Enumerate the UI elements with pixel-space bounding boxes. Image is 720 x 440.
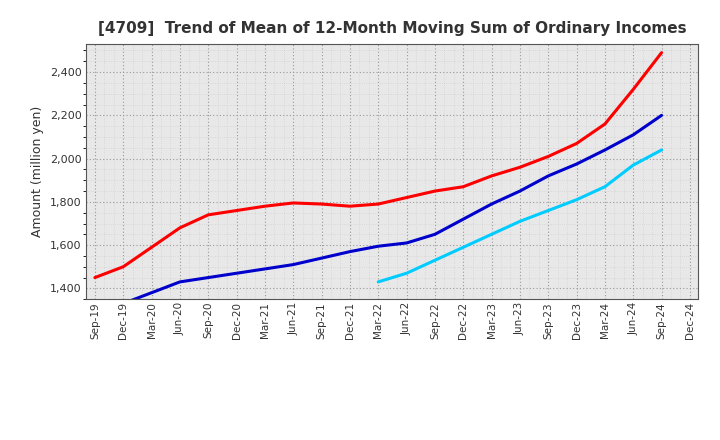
5 Years	[374, 244, 382, 249]
5 Years	[487, 202, 496, 207]
Y-axis label: Amount (million yen): Amount (million yen)	[31, 106, 44, 237]
3 Years	[374, 202, 382, 207]
5 Years	[261, 266, 269, 271]
7 Years	[657, 147, 666, 153]
5 Years	[600, 147, 609, 153]
5 Years	[459, 216, 467, 222]
7 Years	[629, 162, 637, 168]
5 Years	[176, 279, 184, 285]
Line: 7 Years: 7 Years	[378, 150, 662, 282]
5 Years	[204, 275, 212, 280]
7 Years	[487, 232, 496, 237]
3 Years	[487, 173, 496, 179]
5 Years	[657, 113, 666, 118]
3 Years	[459, 184, 467, 189]
3 Years	[91, 275, 99, 280]
7 Years	[431, 258, 439, 263]
7 Years	[402, 271, 411, 276]
3 Years	[600, 121, 609, 127]
3 Years	[629, 87, 637, 92]
3 Years	[544, 154, 552, 159]
3 Years	[204, 212, 212, 217]
Legend: 3 Years, 5 Years, 7 Years, 10 Years: 3 Years, 5 Years, 7 Years, 10 Years	[201, 438, 584, 440]
Title: [4709]  Trend of Mean of 12-Month Moving Sum of Ordinary Incomes: [4709] Trend of Mean of 12-Month Moving …	[98, 21, 687, 36]
3 Years	[657, 50, 666, 55]
3 Years	[318, 202, 326, 207]
5 Years	[318, 256, 326, 261]
3 Years	[289, 200, 297, 205]
5 Years	[516, 188, 524, 194]
3 Years	[233, 208, 241, 213]
3 Years	[431, 188, 439, 194]
3 Years	[572, 141, 581, 146]
3 Years	[402, 195, 411, 200]
5 Years	[544, 173, 552, 179]
5 Years	[119, 301, 127, 306]
Line: 5 Years: 5 Years	[123, 115, 662, 304]
3 Years	[261, 204, 269, 209]
3 Years	[516, 165, 524, 170]
Line: 3 Years: 3 Years	[95, 53, 662, 278]
5 Years	[233, 271, 241, 276]
5 Years	[148, 290, 156, 295]
5 Years	[431, 232, 439, 237]
3 Years	[346, 204, 354, 209]
5 Years	[289, 262, 297, 267]
3 Years	[148, 245, 156, 250]
3 Years	[176, 225, 184, 231]
7 Years	[600, 184, 609, 189]
7 Years	[374, 279, 382, 285]
7 Years	[516, 219, 524, 224]
5 Years	[346, 249, 354, 254]
7 Years	[572, 197, 581, 202]
3 Years	[119, 264, 127, 269]
5 Years	[629, 132, 637, 137]
5 Years	[572, 161, 581, 167]
7 Years	[459, 245, 467, 250]
5 Years	[402, 240, 411, 246]
7 Years	[544, 208, 552, 213]
